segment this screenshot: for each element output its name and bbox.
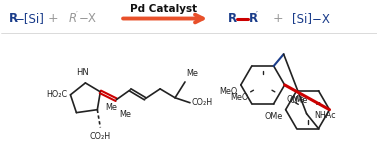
Text: [Si]−X: [Si]−X bbox=[291, 12, 330, 25]
Text: R: R bbox=[9, 12, 18, 25]
Text: R: R bbox=[249, 12, 258, 25]
Text: MeO: MeO bbox=[231, 93, 249, 102]
Text: OMe: OMe bbox=[287, 95, 305, 104]
Text: Me: Me bbox=[186, 69, 198, 78]
Text: CO₂H: CO₂H bbox=[90, 132, 111, 141]
Text: CO₂H: CO₂H bbox=[192, 98, 213, 107]
Text: +: + bbox=[273, 12, 283, 25]
Text: −X: −X bbox=[78, 12, 96, 25]
Text: ′: ′ bbox=[76, 10, 77, 19]
Text: R: R bbox=[228, 12, 237, 25]
Text: −[Si]: −[Si] bbox=[15, 12, 45, 25]
Text: MeO: MeO bbox=[220, 87, 238, 96]
Text: Me: Me bbox=[119, 110, 131, 119]
Text: Pd Catalyst: Pd Catalyst bbox=[130, 4, 197, 14]
Text: HN: HN bbox=[76, 68, 89, 77]
Text: Me: Me bbox=[105, 103, 117, 112]
Text: HO₂C: HO₂C bbox=[46, 90, 67, 99]
Text: ′: ′ bbox=[256, 10, 258, 19]
Text: +: + bbox=[47, 12, 58, 25]
Text: NHAc: NHAc bbox=[314, 111, 336, 120]
FancyArrowPatch shape bbox=[123, 15, 203, 22]
Text: OMe: OMe bbox=[264, 112, 283, 121]
Text: OMe: OMe bbox=[290, 96, 308, 105]
Text: R: R bbox=[68, 12, 77, 25]
